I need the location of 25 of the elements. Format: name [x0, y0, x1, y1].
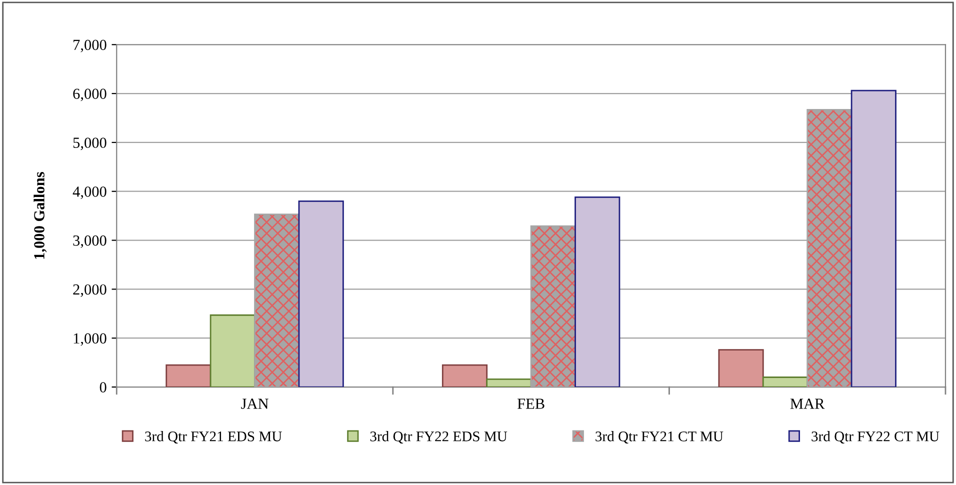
y-tick-label: 4,000	[72, 186, 106, 200]
y-tick-label: 5,000	[73, 138, 106, 150]
x-tick-label: FEB	[517, 398, 544, 409]
legend-label: 3rd Qtr FY22 CT MU	[812, 431, 940, 444]
y-tick-label: 2,000	[73, 284, 106, 297]
y-tick-label: 0	[100, 382, 106, 392]
x-tick-label: JAN	[241, 398, 268, 409]
legend-label: 3rd Qtr FY21 CT MU	[596, 431, 724, 444]
bar	[442, 364, 488, 388]
y-tick-label: 7,000	[74, 40, 106, 52]
legend-label: 3rd Qtr FY22 EDS MU	[370, 431, 508, 444]
legend-label: 3rd Qtr FY21 EDS MU	[145, 431, 282, 444]
bar	[718, 349, 764, 388]
bar	[762, 376, 808, 388]
bar	[850, 90, 896, 388]
y-axis-title: 1,000 Gallons	[34, 172, 47, 259]
y-tick-label: 3,000	[73, 235, 106, 248]
y-tick-label: 6,000	[73, 88, 106, 102]
x-tick-label: MAR	[790, 398, 825, 409]
y-tick-label: 1,000	[74, 333, 106, 346]
bar	[486, 378, 532, 388]
bar	[166, 364, 212, 388]
bar	[298, 200, 344, 388]
bar	[574, 196, 620, 388]
bar	[210, 314, 256, 388]
